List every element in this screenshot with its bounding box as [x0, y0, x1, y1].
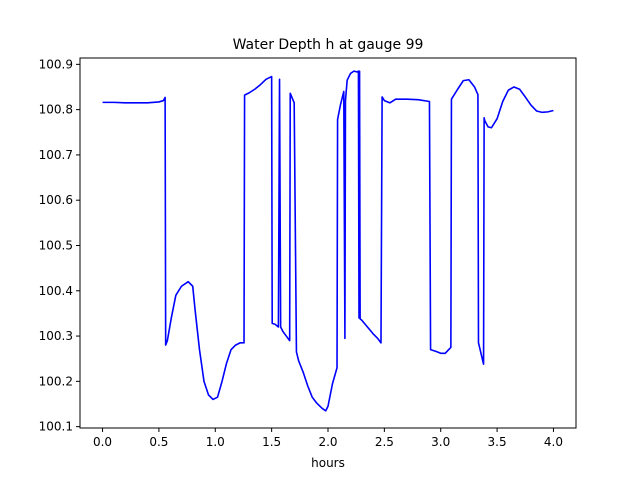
series-line-0 [102, 70, 554, 412]
x-tick-label: 3.0 [431, 435, 450, 449]
plot-area [102, 70, 554, 412]
y-tick-label: 100.5 [39, 238, 73, 252]
y-tick-label: 100.3 [39, 329, 73, 343]
chart-title: Water Depth h at gauge 99 [233, 37, 424, 53]
x-tick-label: 0.0 [93, 435, 112, 449]
y-tick-label: 100.4 [39, 284, 73, 298]
y-axis: 100.1 100.2 100.3 100.4 100.5 100.6 100.7 100.8… [39, 57, 80, 434]
x-tick-label: 1.5 [262, 435, 281, 449]
x-tick-label: 2.0 [318, 435, 337, 449]
x-axis-label: hours [311, 456, 345, 470]
x-tick-label: 4.0 [544, 435, 563, 449]
x-tick-label: 0.5 [149, 435, 168, 449]
y-tick-label: 100.9 [39, 57, 73, 71]
y-tick-label: 100.1 [39, 420, 73, 434]
x-axis: 0.0 0.5 1.0 1.5 2.0 2.5 3.0 3.5 4.0 [93, 428, 563, 449]
y-tick-label: 100.6 [39, 193, 73, 207]
y-tick-label: 100.7 [39, 148, 73, 162]
axes-frame [79, 57, 577, 429]
y-tick-label: 100.2 [39, 374, 73, 388]
x-tick-label: 2.5 [375, 435, 394, 449]
x-tick-label: 1.0 [206, 435, 225, 449]
y-tick-label: 100.8 [39, 103, 73, 117]
x-tick-label: 3.5 [488, 435, 507, 449]
